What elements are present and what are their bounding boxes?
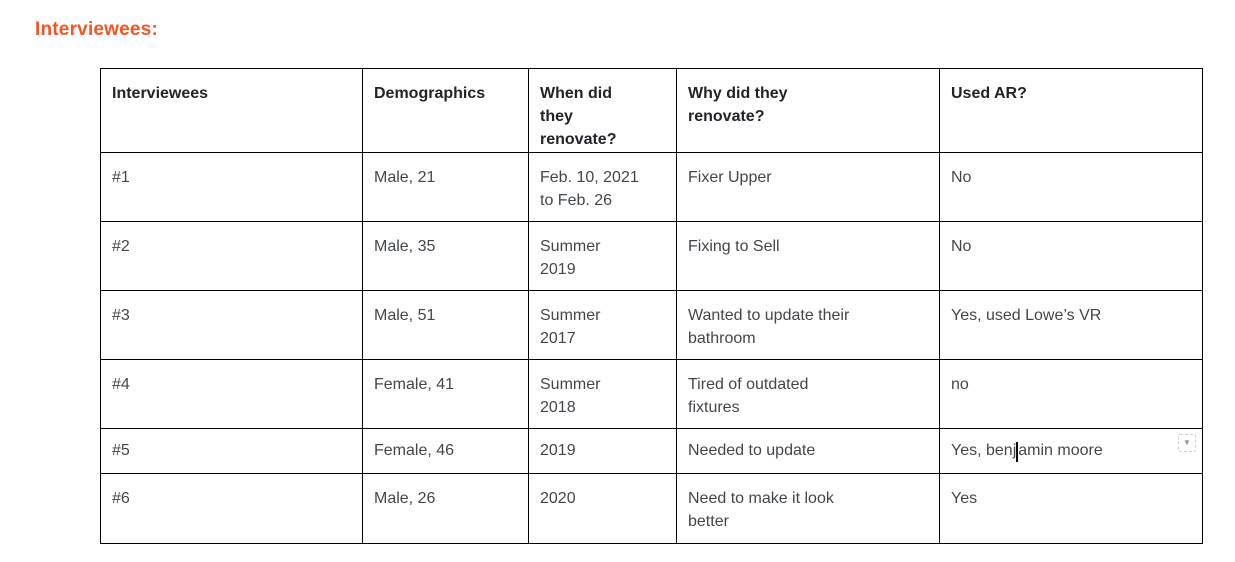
cell-interviewee-id[interactable]: #4: [100, 359, 363, 429]
cell-value: Summer 2019: [540, 238, 601, 278]
cell-why-renovated[interactable]: Wanted to update their bathroom: [676, 290, 940, 360]
table-row: #4 Female, 41 Summer 2018 Tired of outda…: [100, 359, 1203, 429]
cell-value: Wanted to update their bathroom: [688, 307, 850, 347]
cell-when-renovated[interactable]: 2019: [528, 428, 677, 474]
cell-value: Tired of outdated fixtures: [688, 376, 809, 416]
cell-why-renovated[interactable]: Tired of outdated fixtures: [676, 359, 940, 429]
cell-when-renovated[interactable]: Summer 2017: [528, 290, 677, 360]
cell-when-renovated[interactable]: Feb. 10, 2021 to Feb. 26: [528, 152, 677, 222]
cell-demographics[interactable]: Male, 51: [362, 290, 529, 360]
cell-value: 2020: [540, 490, 576, 507]
cell-why-renovated[interactable]: Needed to update: [676, 428, 940, 474]
header-label: Why did they renovate?: [688, 85, 788, 125]
cell-interviewee-id[interactable]: #3: [100, 290, 363, 360]
cell-why-renovated[interactable]: Fixing to Sell: [676, 221, 940, 291]
cell-value: Female, 46: [374, 442, 455, 459]
cell-value-before-caret: Yes, benj: [951, 442, 1017, 459]
cell-value: #3: [112, 307, 130, 324]
table-row: #2 Male, 35 Summer 2019 Fixing to Sell N…: [100, 221, 1203, 291]
cell-value: #4: [112, 376, 130, 393]
cell-used-ar-editing[interactable]: Yes, benj amin moore ▼: [939, 428, 1203, 474]
cell-interviewee-id[interactable]: #6: [100, 473, 363, 544]
header-label: When did they renovate?: [540, 85, 617, 148]
cell-value: Needed to update: [688, 442, 816, 459]
cell-value: No: [951, 169, 972, 186]
cell-value: #5: [112, 442, 130, 459]
cell-value: Feb. 10, 2021 to Feb. 26: [540, 169, 639, 209]
cell-interviewee-id[interactable]: #2: [100, 221, 363, 291]
cell-value: #2: [112, 238, 130, 255]
table-row: #3 Male, 51 Summer 2017 Wanted to update…: [100, 290, 1203, 360]
page-title[interactable]: Interviewees:: [35, 19, 158, 40]
cell-value: Yes, used Lowe’s VR: [951, 307, 1102, 324]
cell-value: Fixing to Sell: [688, 238, 780, 255]
cell-when-renovated[interactable]: Summer 2019: [528, 221, 677, 291]
cell-value: Fixer Upper: [688, 169, 772, 186]
cell-value: no: [951, 376, 969, 393]
header-demographics[interactable]: Demographics: [362, 68, 529, 153]
cell-value: Male, 21: [374, 169, 436, 186]
cell-why-renovated[interactable]: Fixer Upper: [676, 152, 940, 222]
cell-value: #6: [112, 490, 130, 507]
table-header-row: Interviewees Demographics When did they …: [100, 68, 1203, 153]
cell-used-ar[interactable]: No: [939, 152, 1203, 222]
table-row: #1 Male, 21 Feb. 10, 2021 to Feb. 26 Fix…: [100, 152, 1203, 222]
cell-value: Male, 26: [374, 490, 436, 507]
text-caret: [1016, 442, 1019, 462]
header-used-ar[interactable]: Used AR?: [939, 68, 1203, 153]
cell-demographics[interactable]: Male, 26: [362, 473, 529, 544]
cell-value: Yes: [951, 490, 978, 507]
cell-demographics[interactable]: Female, 41: [362, 359, 529, 429]
cell-when-renovated[interactable]: 2020: [528, 473, 677, 544]
table-row: #5 Female, 46 2019 Needed to update Yes,…: [100, 428, 1203, 474]
cell-used-ar[interactable]: Yes, used Lowe’s VR: [939, 290, 1203, 360]
header-interviewees[interactable]: Interviewees: [100, 68, 363, 153]
cell-value: No: [951, 238, 972, 255]
cell-value: Summer 2017: [540, 307, 601, 347]
cell-demographics[interactable]: Male, 21: [362, 152, 529, 222]
table-dropdown-button[interactable]: ▼: [1178, 434, 1196, 452]
cell-value: Male, 51: [374, 307, 436, 324]
cell-value: #1: [112, 169, 130, 186]
cell-why-renovated[interactable]: Need to make it look better: [676, 473, 940, 544]
cell-value: Male, 35: [374, 238, 436, 255]
cell-value: Need to make it look better: [688, 490, 834, 530]
cell-used-ar[interactable]: no: [939, 359, 1203, 429]
table-row: #6 Male, 26 2020 Need to make it look be…: [100, 473, 1203, 544]
header-when-renovate[interactable]: When did they renovate?: [528, 68, 677, 153]
interviewees-table: Interviewees Demographics When did they …: [100, 68, 1203, 544]
chevron-down-icon: ▼: [1183, 438, 1191, 447]
cell-value: 2019: [540, 442, 576, 459]
cell-value: Female, 41: [374, 376, 455, 393]
cell-value-after-caret: amin moore: [1018, 442, 1103, 459]
cell-interviewee-id[interactable]: #5: [100, 428, 363, 474]
header-why-renovate[interactable]: Why did they renovate?: [676, 68, 940, 153]
cell-used-ar[interactable]: No: [939, 221, 1203, 291]
cell-used-ar[interactable]: Yes: [939, 473, 1203, 544]
cell-value: Summer 2018: [540, 376, 601, 416]
cell-demographics[interactable]: Female, 46: [362, 428, 529, 474]
cell-when-renovated[interactable]: Summer 2018: [528, 359, 677, 429]
header-label: Used AR?: [951, 85, 1027, 102]
header-label: Interviewees: [112, 85, 209, 102]
header-label: Demographics: [374, 85, 486, 102]
cell-interviewee-id[interactable]: #1: [100, 152, 363, 222]
cell-demographics[interactable]: Male, 35: [362, 221, 529, 291]
